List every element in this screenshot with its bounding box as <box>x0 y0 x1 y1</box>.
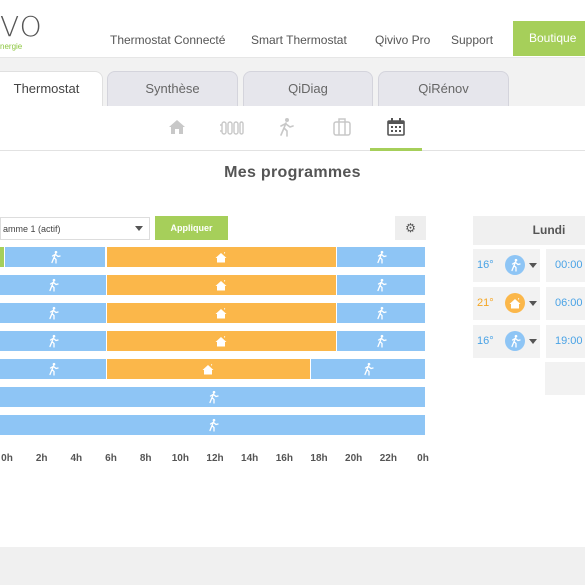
slot-start-time[interactable]: 19:00 <box>546 325 585 358</box>
slot-start-time[interactable]: 00:00 <box>546 249 585 282</box>
holiday-icon[interactable] <box>331 116 353 138</box>
calendar-icon[interactable] <box>385 116 407 138</box>
schedule-row[interactable] <box>0 247 426 267</box>
hour-tick-label: 6h <box>105 453 117 464</box>
slot-temperature: 16° <box>477 259 494 271</box>
page-title: Mes programmes <box>224 164 361 181</box>
schedule-segment-eco[interactable] <box>337 331 426 351</box>
brand-tagline: nergie <box>0 42 23 51</box>
schedule-segment-eco[interactable] <box>337 247 426 267</box>
tab-thermostat[interactable]: Thermostat <box>0 71 103 106</box>
home-comfort-icon <box>505 293 525 313</box>
hour-tick-label: 16h <box>275 453 293 464</box>
subnav-active-indicator <box>370 148 422 151</box>
schedule-row[interactable] <box>0 387 426 407</box>
tab-qirenov[interactable]: QiRénov <box>378 71 509 106</box>
hour-tick-label: 2h <box>35 453 48 464</box>
hour-tick-label: 0h <box>417 453 429 464</box>
chevron-down-icon <box>529 301 537 306</box>
slot-start-time[interactable]: 06:00 <box>546 287 585 320</box>
chevron-down-icon <box>135 226 143 231</box>
away-icon[interactable] <box>275 116 297 138</box>
schedule-segment-comfort[interactable] <box>106 303 338 323</box>
shop-button[interactable]: Boutique <box>513 21 585 56</box>
schedule-segment-green[interactable] <box>0 247 6 267</box>
hour-tick-label: 12h <box>206 453 224 464</box>
radiator-icon[interactable] <box>219 116 245 138</box>
footer <box>0 547 585 585</box>
tab-synthese[interactable]: Synthèse <box>107 71 238 106</box>
subnav-divider <box>0 150 585 151</box>
weekly-schedule-grid <box>0 247 426 439</box>
slot-mode-selector[interactable]: 16° <box>473 249 540 282</box>
hour-tick-label: 4h <box>70 453 83 464</box>
schedule-segment-eco[interactable] <box>0 275 107 295</box>
schedule-segment-eco[interactable] <box>0 359 107 379</box>
schedule-segment-eco[interactable] <box>0 415 426 435</box>
settings-button[interactable]: ⚙ <box>395 216 426 240</box>
schedule-row[interactable] <box>0 331 426 351</box>
schedule-row[interactable] <box>0 359 426 379</box>
slot-mode-selector[interactable]: 16° <box>473 325 540 358</box>
hour-tick-label: 22h <box>379 453 397 464</box>
hour-tick-label: 8h <box>139 453 152 464</box>
nav-link-smart-thermostat[interactable]: Smart Thermostat <box>251 33 347 47</box>
hour-tick-label: 20h <box>345 453 363 464</box>
program-select[interactable]: amme 1 (actif) <box>0 217 150 240</box>
hour-tick-label: 10h <box>171 453 189 464</box>
brand-logo[interactable]: VO <box>0 10 43 43</box>
schedule-segment-eco[interactable] <box>5 247 107 267</box>
chevron-down-icon <box>529 339 537 344</box>
schedule-segment-eco[interactable] <box>0 387 426 407</box>
tab-qidiag[interactable]: QiDiag <box>243 71 373 106</box>
schedule-segment-comfort[interactable] <box>106 247 338 267</box>
schedule-segment-comfort[interactable] <box>106 275 338 295</box>
schedule-row[interactable] <box>0 415 426 435</box>
nav-link-support[interactable]: Support <box>451 33 494 47</box>
schedule-segment-comfort[interactable] <box>106 331 338 351</box>
slot-temperature: 21° <box>477 297 494 309</box>
header-divider <box>0 57 585 58</box>
home-icon[interactable] <box>166 116 188 138</box>
away-icon <box>505 331 525 351</box>
schedule-row[interactable] <box>0 303 426 323</box>
nav-link-thermostat-connecte[interactable]: Thermostat Connecté <box>110 33 226 47</box>
schedule-segment-eco[interactable] <box>0 331 107 351</box>
program-select-value: amme 1 (actif) <box>3 224 61 234</box>
day-header: Lundi <box>473 216 585 245</box>
hour-tick-label: 0h <box>1 453 13 464</box>
nav-link-qivivo-pro[interactable]: Qivivo Pro <box>375 33 431 47</box>
schedule-segment-eco[interactable] <box>337 303 426 323</box>
chevron-down-icon <box>529 263 537 268</box>
hour-tick-label: 14h <box>241 453 259 464</box>
schedule-segment-eco[interactable] <box>337 275 426 295</box>
schedule-segment-eco[interactable] <box>0 303 107 323</box>
schedule-row[interactable] <box>0 275 426 295</box>
gear-icon: ⚙ <box>405 221 416 235</box>
apply-button[interactable]: Appliquer <box>155 216 228 240</box>
add-slot-placeholder[interactable] <box>545 362 585 395</box>
schedule-segment-eco[interactable] <box>310 359 426 379</box>
slot-temperature: 16° <box>477 335 494 347</box>
slot-mode-selector[interactable]: 21° <box>473 287 540 320</box>
hour-tick-label: 18h <box>310 453 328 464</box>
away-icon <box>505 255 525 275</box>
schedule-segment-comfort[interactable] <box>106 359 311 379</box>
